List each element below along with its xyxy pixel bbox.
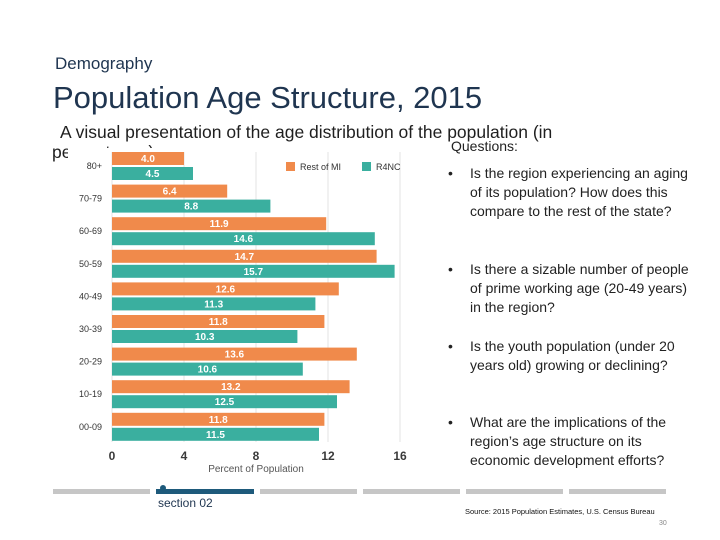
bullet-icon: • <box>448 261 453 277</box>
slide-title: Population Age Structure, 2015 <box>53 80 483 115</box>
data-label: 14.7 <box>235 252 255 263</box>
bar-r4nc <box>112 427 319 441</box>
data-label: 14.6 <box>234 234 254 245</box>
bar-r4nc <box>112 297 316 311</box>
data-label: 6.4 <box>163 187 177 198</box>
data-label: 11.3 <box>204 299 223 310</box>
data-label: 4.0 <box>141 154 155 165</box>
progress-segment[interactable] <box>260 489 357 494</box>
data-label: 10.3 <box>195 332 215 343</box>
data-label: 11.8 <box>209 415 228 426</box>
x-tick-label: 4 <box>181 449 188 463</box>
bar-r4nc <box>112 362 303 376</box>
bar-r4nc <box>112 395 337 409</box>
data-label: 4.5 <box>146 169 160 180</box>
data-label: 11.5 <box>206 430 225 441</box>
data-label: 11.8 <box>209 317 228 328</box>
legend-swatch-r4nc <box>362 162 371 171</box>
category-label: 30-39 <box>79 324 102 334</box>
x-axis-label: Percent of Population <box>208 464 304 475</box>
bar-r4nc <box>112 232 375 246</box>
progress-segment[interactable] <box>466 489 563 494</box>
legend-label-rest-of-mi: Rest of MI <box>300 162 341 172</box>
source-note: Source: 2015 Population Estimates, U.S. … <box>465 507 655 516</box>
category-label: 00-09 <box>79 422 102 432</box>
bullet-icon: • <box>448 414 453 430</box>
bar-r4nc <box>112 167 193 180</box>
progress-segment[interactable] <box>363 489 460 494</box>
bullet-icon: • <box>448 165 453 181</box>
x-tick-label: 12 <box>321 449 335 463</box>
data-label: 11.9 <box>210 219 229 230</box>
progress-segment-active[interactable] <box>156 489 254 494</box>
progress-segment[interactable] <box>569 489 666 494</box>
category-label: 50-59 <box>79 259 102 269</box>
bar-rest-of-mi <box>112 249 377 263</box>
bar-rest-of-mi <box>112 315 325 328</box>
page-number: 30 <box>659 520 667 527</box>
bar-rest-of-mi <box>112 380 350 394</box>
legend-swatch-rest-of-mi <box>286 162 295 171</box>
bar-rest-of-mi <box>112 217 327 231</box>
bullet-icon: • <box>448 338 453 354</box>
data-label: 12.6 <box>216 284 236 295</box>
bar-r4nc <box>112 330 298 343</box>
data-label: 13.6 <box>225 350 245 361</box>
section-eyebrow: Demography <box>55 54 153 73</box>
data-label: 12.5 <box>215 397 235 408</box>
questions-heading: Questions: <box>451 138 518 154</box>
bar-rest-of-mi <box>112 412 325 426</box>
data-label: 15.7 <box>244 267 264 278</box>
bar-rest-of-mi <box>112 184 228 198</box>
x-tick-label: 16 <box>393 449 407 463</box>
data-label: 13.2 <box>221 382 241 393</box>
data-label: 8.8 <box>184 202 198 213</box>
data-label: 10.6 <box>198 365 218 376</box>
x-tick-label: 8 <box>253 449 260 463</box>
bar-r4nc <box>112 199 271 213</box>
category-label: 80+ <box>87 161 102 171</box>
question-text: Is the youth population (under 20 years … <box>470 338 675 373</box>
question-text: Is the region experiencing an aging of i… <box>470 165 688 219</box>
question-text: Is there a sizable number of people of p… <box>470 261 689 315</box>
category-label: 40-49 <box>79 291 102 301</box>
category-label: 20-29 <box>79 357 102 367</box>
category-label: 60-69 <box>79 226 102 236</box>
age-structure-chart: 0 4 8 12 16 Percent of Population 4.0 4.5 80+ 6.4… <box>68 148 428 478</box>
category-label: 70-79 <box>79 194 102 204</box>
subtitle-line-1: A visual presentation of the age distrib… <box>60 122 553 142</box>
category-label: 10-19 <box>79 389 102 399</box>
bar-rest-of-mi <box>112 152 184 165</box>
bar-rest-of-mi <box>112 347 357 361</box>
progress-segment[interactable] <box>53 489 150 494</box>
chart-svg: 0 4 8 12 16 Percent of Population 4.0 4.5 80+ 6.4… <box>79 152 407 475</box>
section-label: section 02 <box>158 496 213 510</box>
progress-indicator-dot <box>160 485 166 491</box>
question-text: What are the implications of the region’… <box>470 414 667 468</box>
bar-rest-of-mi <box>112 282 339 296</box>
legend-label-r4nc: R4NC <box>376 162 401 172</box>
x-tick-label: 0 <box>109 449 116 463</box>
bar-r4nc <box>112 264 395 278</box>
